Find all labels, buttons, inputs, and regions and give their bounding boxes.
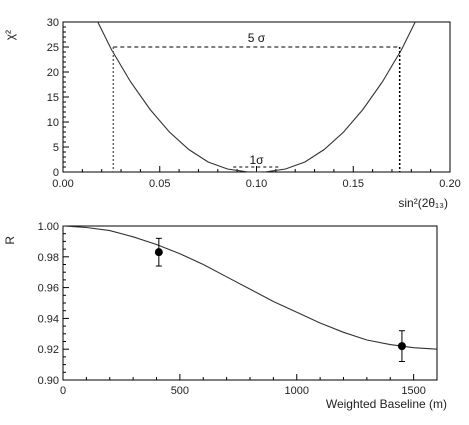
data-point bbox=[154, 248, 163, 257]
bottom-x-tick-label: 0 bbox=[60, 385, 66, 397]
top-axes: 0.00 0.05 0.10 0.15 0.20 0 5 10 15 20 25 30 bbox=[47, 17, 461, 190]
bottom-plot-frame bbox=[62, 225, 438, 381]
one-sigma-label: 1σ bbox=[249, 153, 264, 167]
bottom-x-tick-label: 1500 bbox=[401, 385, 425, 397]
bottom-y-tick-label: 1.00 bbox=[38, 221, 59, 233]
bottom-y-tick-label: 0.98 bbox=[38, 252, 59, 264]
top-y-tick-label: 25 bbox=[47, 42, 59, 54]
ratio-curve bbox=[62, 225, 438, 350]
top-y-tick-label: 20 bbox=[47, 67, 59, 79]
top-y-axis-label: χ² bbox=[3, 30, 17, 40]
bottom-x-tick-label: 1000 bbox=[285, 385, 309, 397]
bottom-y-tick-label: 0.90 bbox=[38, 375, 59, 387]
top-x-tick-label: 0.10 bbox=[246, 178, 267, 190]
top-x-tick-label: 0.05 bbox=[149, 178, 170, 190]
top-y-tick-label: 0 bbox=[53, 167, 59, 179]
bottom-axes: 0 500 1000 1500 0.90 0.92 0.94 0.96 0.98 1.00 bbox=[38, 221, 438, 397]
bottom-y-tick-label: 0.94 bbox=[38, 313, 59, 325]
bottom-y-tick-label: 0.92 bbox=[38, 344, 59, 356]
top-x-axis-label: sin²(2θ₁₃) bbox=[398, 196, 448, 210]
bottom-y-tick-label: 0.96 bbox=[38, 283, 59, 295]
top-y-tick-label: 10 bbox=[47, 117, 59, 129]
bottom-points-group bbox=[154, 237, 406, 363]
top-x-tick-label: 0.20 bbox=[439, 178, 460, 190]
top-y-tick-label: 15 bbox=[47, 92, 59, 104]
chi2-curve bbox=[97, 21, 416, 173]
top-annotations: 5 σ 1σ bbox=[112, 31, 401, 172]
bottom-x-axis-label: Weighted Baseline (m) bbox=[326, 397, 447, 411]
top-y-tick-label: 30 bbox=[47, 17, 59, 29]
data-point bbox=[397, 342, 406, 351]
bottom-x-tick-label: 500 bbox=[171, 385, 189, 397]
top-y-tick-label: 5 bbox=[53, 142, 59, 154]
top-x-tick-label: 0.00 bbox=[52, 178, 73, 190]
bottom-y-axis-label: R bbox=[3, 236, 17, 245]
top-x-tick-label: 0.15 bbox=[343, 178, 364, 190]
top-series-group bbox=[97, 21, 416, 173]
five-sigma-label: 5 σ bbox=[248, 31, 266, 45]
bottom-series-group bbox=[62, 225, 438, 350]
